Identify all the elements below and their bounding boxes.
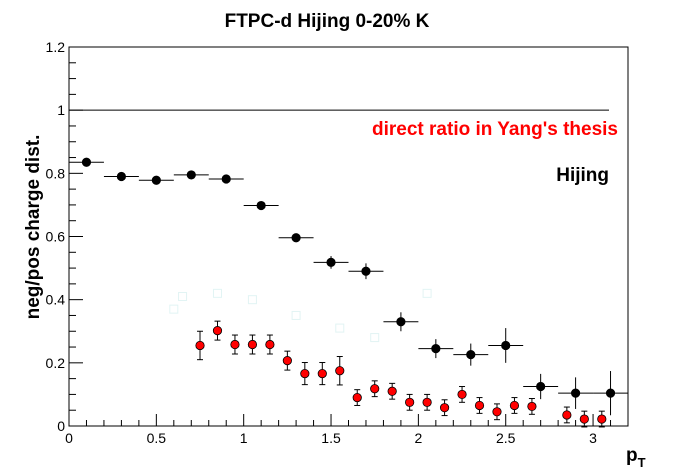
- series-layer: [69, 157, 628, 428]
- data-point: [605, 388, 616, 398]
- y-tick-label: 0: [57, 418, 65, 434]
- data-point: [370, 384, 380, 394]
- data-point: [116, 171, 127, 182]
- data-point: [186, 170, 196, 180]
- data-point: [212, 326, 223, 336]
- data-point: [457, 389, 467, 400]
- x-axis-label-subscript: T: [638, 455, 646, 470]
- series-0: [69, 157, 628, 416]
- data-point: [439, 403, 450, 413]
- x-tick-label: 1.5: [321, 430, 341, 446]
- data-point: [466, 350, 476, 360]
- plot-frame: [68, 46, 629, 427]
- data-point: [361, 266, 371, 276]
- data-point: [291, 233, 301, 243]
- faint-marker: [291, 310, 301, 320]
- series-2: [169, 288, 432, 343]
- data-point: [81, 157, 92, 167]
- data-point: [501, 340, 511, 351]
- x-tick-label: 2.5: [496, 430, 516, 446]
- x-tick-label: 2: [414, 430, 422, 446]
- data-point: [422, 397, 432, 407]
- x-tick-label: 3: [589, 430, 597, 446]
- x-tick-label: 1: [240, 430, 248, 446]
- data-point: [509, 400, 520, 411]
- data-point: [474, 400, 485, 411]
- faint-marker: [247, 295, 257, 305]
- data-point: [265, 339, 275, 350]
- x-tick-label: 0: [65, 430, 73, 446]
- data-point: [247, 339, 258, 350]
- data-point: [352, 392, 362, 403]
- data-point: [300, 368, 310, 379]
- data-point: [597, 414, 607, 424]
- faint-marker: [178, 292, 188, 302]
- faint-marker: [370, 333, 380, 343]
- y-tick-label: 0.8: [46, 165, 66, 181]
- x-axis-label: pT: [626, 445, 646, 470]
- data-point: [562, 410, 572, 420]
- plot-frame-rect: [68, 46, 629, 427]
- data-point: [151, 175, 161, 185]
- faint-marker: [212, 288, 222, 298]
- data-point: [317, 368, 327, 379]
- y-tick-label: 0.6: [46, 229, 66, 245]
- data-point: [527, 401, 537, 412]
- y-tick-label: 0.4: [46, 292, 66, 308]
- y-axis-ticks: 0 0.2 0.4 0.6 0.8 1 1.2: [46, 39, 83, 434]
- data-point: [282, 356, 292, 366]
- data-point: [326, 257, 336, 267]
- data-point: [579, 414, 589, 424]
- chart-title: FTPC-d Hijing 0-20% K: [225, 11, 430, 32]
- data-point: [396, 317, 406, 327]
- data-point: [405, 397, 415, 407]
- data-point: [536, 381, 546, 392]
- series-1: [195, 320, 607, 428]
- faint-marker: [335, 323, 345, 333]
- data-point: [431, 344, 441, 354]
- data-point: [195, 340, 205, 351]
- data-point: [570, 388, 581, 398]
- data-point: [256, 200, 266, 211]
- y-tick-label: 1.2: [46, 39, 66, 55]
- y-tick-label: 0.2: [46, 355, 66, 371]
- data-point: [335, 366, 345, 376]
- x-axis-ticks: 0 0.5 1 1.5 2 2.5 3: [65, 414, 629, 446]
- y-tick-label: 1: [57, 102, 65, 118]
- data-point: [230, 339, 240, 350]
- data-point: [492, 407, 502, 417]
- y-axis-label: neg/pos charge dist.: [23, 135, 44, 320]
- x-axis-label-main: p: [626, 445, 638, 466]
- annotation-yang-thesis: direct ratio in Yang's thesis: [372, 119, 618, 140]
- faint-marker: [422, 288, 432, 298]
- faint-marker: [169, 304, 179, 314]
- annotation-hijing: Hijing: [556, 165, 609, 186]
- data-point: [221, 174, 231, 184]
- x-tick-label: 0.5: [147, 430, 167, 446]
- data-point: [387, 386, 397, 396]
